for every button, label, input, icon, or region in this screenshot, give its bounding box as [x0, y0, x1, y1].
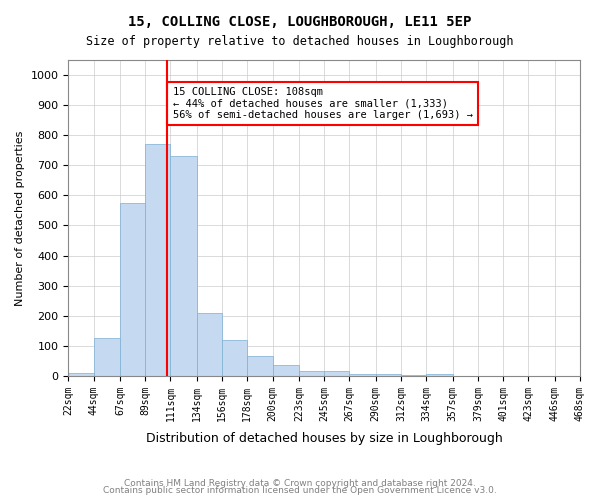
Bar [68, 373, 94, 376]
Text: 15 COLLING CLOSE: 108sqm
← 44% of detached houses are smaller (1,333)
56% of sem: 15 COLLING CLOSE: 108sqm ← 44% of detach… [173, 87, 473, 120]
Bar [299, 372, 324, 376]
Bar [94, 338, 120, 376]
Text: 15, COLLING CLOSE, LOUGHBOROUGH, LE11 5EP: 15, COLLING CLOSE, LOUGHBOROUGH, LE11 5E… [128, 15, 472, 29]
Text: Contains HM Land Registry data © Crown copyright and database right 2024.: Contains HM Land Registry data © Crown c… [124, 478, 476, 488]
Bar [426, 374, 452, 376]
Bar [145, 144, 170, 376]
Bar [222, 340, 247, 376]
Bar [247, 356, 272, 376]
Bar [170, 156, 197, 376]
Y-axis label: Number of detached properties: Number of detached properties [15, 130, 25, 306]
Text: Size of property relative to detached houses in Loughborough: Size of property relative to detached ho… [86, 35, 514, 48]
Text: Contains public sector information licensed under the Open Government Licence v3: Contains public sector information licen… [103, 486, 497, 495]
Bar [349, 374, 376, 376]
Bar [376, 374, 401, 376]
Bar [324, 372, 349, 376]
Bar [120, 203, 145, 376]
Bar [272, 366, 299, 376]
X-axis label: Distribution of detached houses by size in Loughborough: Distribution of detached houses by size … [146, 432, 503, 445]
Bar [401, 375, 426, 376]
Bar [197, 312, 222, 376]
